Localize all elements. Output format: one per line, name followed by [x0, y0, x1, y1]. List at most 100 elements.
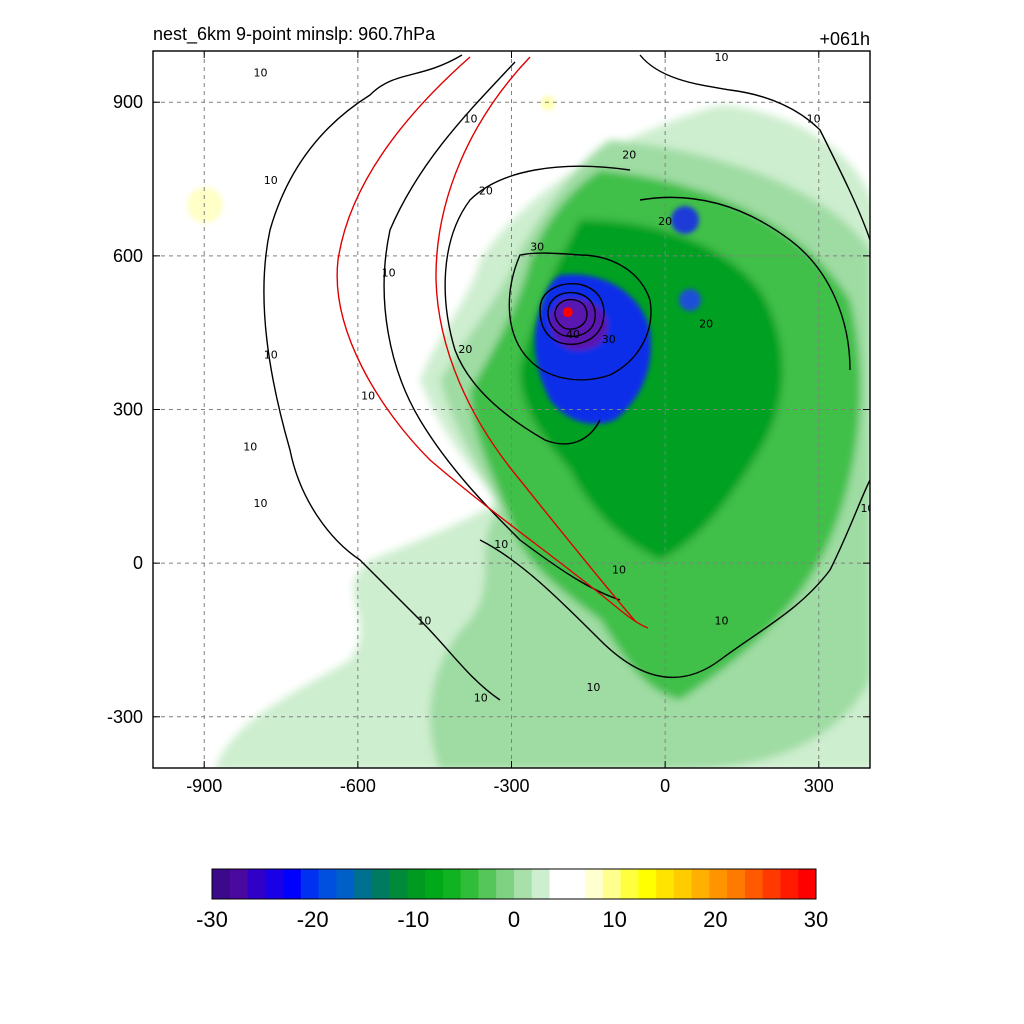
colorbar-swatch: [656, 869, 675, 899]
colorbar-swatch: [567, 869, 586, 899]
contour-40-b: [547, 291, 596, 338]
y-tick-label: 300: [113, 400, 143, 420]
storm-center-marker: [562, 307, 573, 318]
colorbar-frame: [211, 868, 817, 900]
contour-label: 10: [254, 497, 268, 510]
colorbar-swatch: [371, 869, 391, 899]
colorbar: -30 -20 -10 0 10 20 30: [196, 868, 828, 932]
contour-label: 40: [566, 328, 580, 341]
colorbar-swatch: [531, 869, 551, 899]
contour-label: 10: [243, 440, 257, 453]
colorbar-tick-label: -10: [397, 907, 429, 932]
y-axis: -300 0 300 600 900: [107, 92, 870, 727]
contour-40-c: [554, 298, 588, 330]
contour-label: 10: [264, 174, 278, 187]
contours: [263, 54, 870, 701]
shade-yellow-patch-nw: [187, 187, 223, 223]
colorbar-tick-label: 20: [703, 907, 727, 932]
colorbar-swatch: [425, 869, 444, 899]
contour-label: 10: [612, 563, 626, 576]
forecast-hour-label: +061h: [819, 29, 870, 49]
colorbar-swatch: [514, 869, 533, 899]
contour-label: 10: [382, 266, 396, 279]
contour-label: 10: [254, 67, 268, 80]
x-tick-label: -300: [493, 776, 529, 796]
x-tick-label: 0: [660, 776, 670, 796]
contour-label: 10: [586, 681, 600, 694]
colorbar-swatch: [673, 869, 693, 899]
colorbar-swatch: [744, 869, 764, 899]
y-tick-label: 0: [133, 553, 143, 573]
contour-label: 20: [658, 215, 672, 228]
contour-label: 10: [417, 615, 431, 628]
colorbar-tick-label: 10: [602, 907, 626, 932]
colorbar-swatch: [602, 869, 622, 899]
colorbar-swatch: [549, 869, 568, 899]
colorbar-swatch: [762, 869, 781, 899]
plot-area: 10 10 10 10 10 10 10 10 10 10 10 10 10 10 10 10 10 20 20 20…: [153, 51, 874, 768]
contour-10-west: [263, 54, 501, 701]
contour-label: 10: [860, 502, 874, 515]
x-tick-label: 300: [804, 776, 834, 796]
contour-10-south: [479, 479, 870, 679]
colorbar-swatch: [709, 869, 728, 899]
shade-yellow-patch-n: [541, 96, 555, 110]
x-tick-label: -600: [340, 776, 376, 796]
contour-40-a: [539, 283, 605, 345]
contour-label: 20: [622, 149, 636, 162]
colorbar-swatch: [389, 869, 408, 899]
colorbar-tick-label: 30: [804, 907, 828, 932]
colorbar-swatch: [229, 869, 249, 899]
contour-label: 20: [699, 318, 713, 331]
colorbar-swatch: [336, 869, 355, 899]
colorbar-swatch: [478, 869, 497, 899]
contour-label: 30: [602, 333, 616, 346]
colorbar-swatch: [407, 869, 426, 899]
contour-labels: 10 10 10 10 10 10 10 10 10 10 10 10 10 10 10 10 10 20 20 20…: [243, 51, 874, 704]
contour-label: 10: [361, 389, 375, 402]
contour-label: 20: [458, 343, 472, 356]
contour-label: 20: [479, 184, 493, 197]
contour-label: 30: [530, 241, 544, 254]
contour-label: 10: [494, 538, 508, 551]
colorbar-swatch: [798, 869, 817, 899]
colorbar-swatch: [620, 869, 639, 899]
y-tick-label: 600: [113, 246, 143, 266]
colorbar-swatch: [318, 869, 337, 899]
colorbar-swatch: [460, 869, 479, 899]
colorbar-swatch: [727, 869, 746, 899]
colorbar-swatch: [212, 869, 231, 899]
y-tick-label: 900: [113, 92, 143, 112]
contour-label: 10: [714, 615, 728, 628]
x-tick-label: -900: [186, 776, 222, 796]
contour-20: [444, 165, 631, 445]
colorbar-swatch: [691, 869, 710, 899]
track-line-outer: [336, 56, 649, 629]
contour-label: 10: [264, 348, 278, 361]
chart-title: nest_6km 9-point minslp: 960.7hPa: [153, 24, 436, 45]
colorbar-swatch: [780, 869, 799, 899]
contour-10-east: [639, 54, 870, 241]
contour-label: 10: [714, 51, 728, 64]
contour-label: 10: [464, 113, 478, 126]
shade-blue-patch-ne: [671, 206, 699, 234]
colorbar-swatch: [300, 869, 320, 899]
contour-30: [508, 252, 652, 381]
contour-label: 10: [807, 113, 821, 126]
colorbar-swatch: [354, 869, 373, 899]
colorbar-swatch: [585, 869, 604, 899]
shade-blue-patch-e: [679, 289, 701, 311]
contour-20-east: [639, 196, 851, 371]
colorbar-swatch: [247, 869, 266, 899]
colorbar-tick-label: -30: [196, 907, 228, 932]
colorbar-tick-label: 0: [508, 907, 520, 932]
colorbar-swatch: [496, 869, 515, 899]
tracks: [336, 56, 649, 629]
x-axis: -900 -600 -300 0 300: [186, 51, 834, 796]
colorbar-swatch: [638, 869, 657, 899]
colorbar-swatch: [283, 869, 302, 899]
contour-label: 10: [474, 691, 488, 704]
colorbar-swatch: [265, 869, 284, 899]
track-line-inner: [435, 56, 637, 623]
